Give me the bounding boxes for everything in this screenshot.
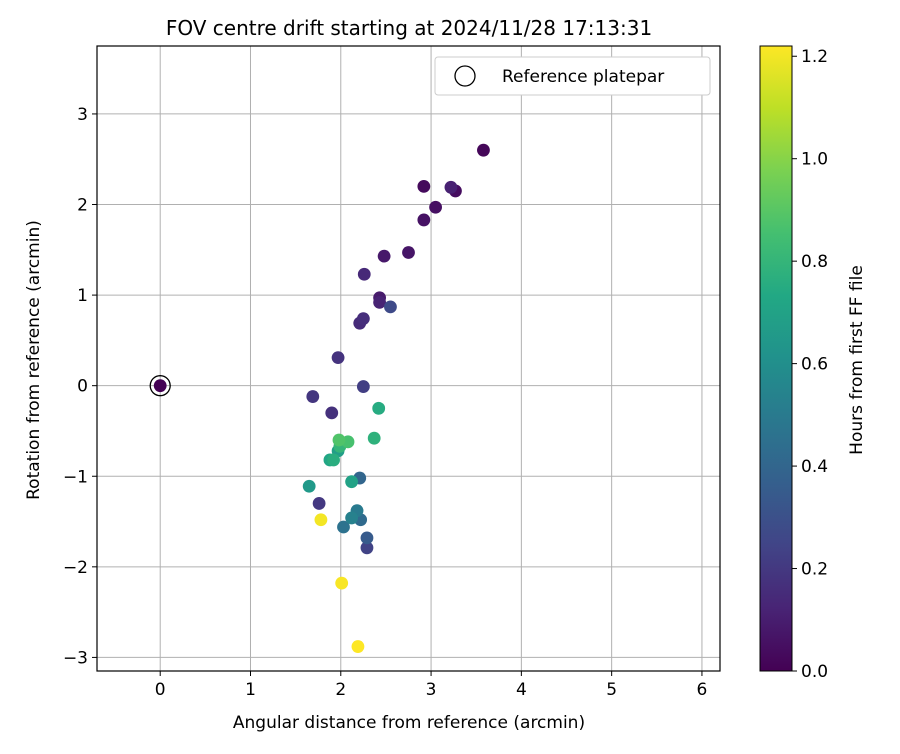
data-point (384, 300, 397, 314)
y-tick-label: −3 (63, 648, 88, 668)
data-point (314, 513, 328, 527)
data-point (345, 475, 359, 489)
data-point (351, 640, 365, 653)
legend-entry-reference: Reference platepar (502, 67, 664, 87)
data-point (153, 379, 167, 393)
data-point (373, 295, 387, 309)
data-point (335, 576, 349, 590)
colorbar (759, 45, 793, 672)
plot-area (96, 45, 721, 672)
y-tick-label: 1 (77, 286, 88, 306)
colorbar-tick-label: 0.6 (801, 355, 828, 375)
data-point (312, 497, 326, 510)
data-point (302, 479, 316, 493)
y-tick-label: −1 (63, 467, 88, 487)
x-tick-label: 5 (606, 680, 617, 700)
data-point (332, 433, 346, 447)
data-point (360, 531, 374, 545)
data-point (417, 179, 431, 193)
x-tick-label: 1 (245, 680, 256, 700)
data-point (360, 541, 374, 555)
data-point (444, 180, 458, 194)
x-tick-label: 0 (155, 680, 166, 700)
data-point (429, 200, 442, 214)
legend-box (434, 56, 711, 96)
data-point (356, 312, 370, 326)
x-tick-label: 3 (426, 680, 437, 700)
colorbar-tick-label: 0.0 (801, 662, 828, 682)
x-axis-label: Angular distance from reference (arcmin) (233, 713, 585, 733)
x-tick-label: 6 (697, 680, 708, 700)
data-point (477, 143, 490, 157)
legend-marker-reference (454, 65, 476, 87)
data-point (377, 249, 391, 263)
y-tick-label: 3 (77, 105, 88, 125)
data-point (372, 401, 386, 415)
grid (97, 46, 720, 671)
data-point (367, 431, 381, 445)
data-point (402, 246, 415, 259)
y-axis-ticks: −3 −2 −1 0 1 2 3 (63, 105, 97, 668)
chart-title: FOV centre drift starting at 2024/11/28 … (166, 16, 652, 40)
colorbar-tick-label: 0.8 (801, 252, 828, 272)
data-point (331, 351, 345, 364)
data-point (357, 267, 371, 281)
data-point (306, 390, 320, 403)
x-tick-label: 2 (335, 680, 346, 700)
data-point (327, 453, 340, 467)
colorbar-tick-label: 1.2 (801, 47, 828, 67)
x-tick-label: 4 (516, 680, 527, 700)
data-point (345, 511, 359, 525)
data-point (337, 520, 350, 534)
legend: Reference platepar (434, 56, 711, 96)
colorbar-ticks: 0.0 0.2 0.4 0.6 0.8 1.0 1.2 (792, 47, 828, 682)
colorbar-label: Hours from first FF file (847, 265, 867, 455)
y-tick-label: −2 (63, 558, 88, 578)
y-tick-label: 0 (77, 377, 88, 397)
colorbar-tick-label: 1.0 (801, 150, 828, 170)
data-point (325, 406, 339, 420)
colorbar-tick-label: 0.4 (801, 457, 828, 477)
colorbar-tick-label: 0.2 (801, 560, 828, 580)
x-axis-ticks: 0 1 2 3 4 5 6 (155, 671, 708, 700)
y-tick-label: 2 (77, 196, 88, 216)
data-points (149, 143, 490, 653)
reference-platepar-marker (149, 375, 171, 397)
data-point (356, 380, 370, 393)
y-axis-label: Rotation from reference (arcmin) (24, 220, 44, 500)
data-point (417, 213, 431, 227)
